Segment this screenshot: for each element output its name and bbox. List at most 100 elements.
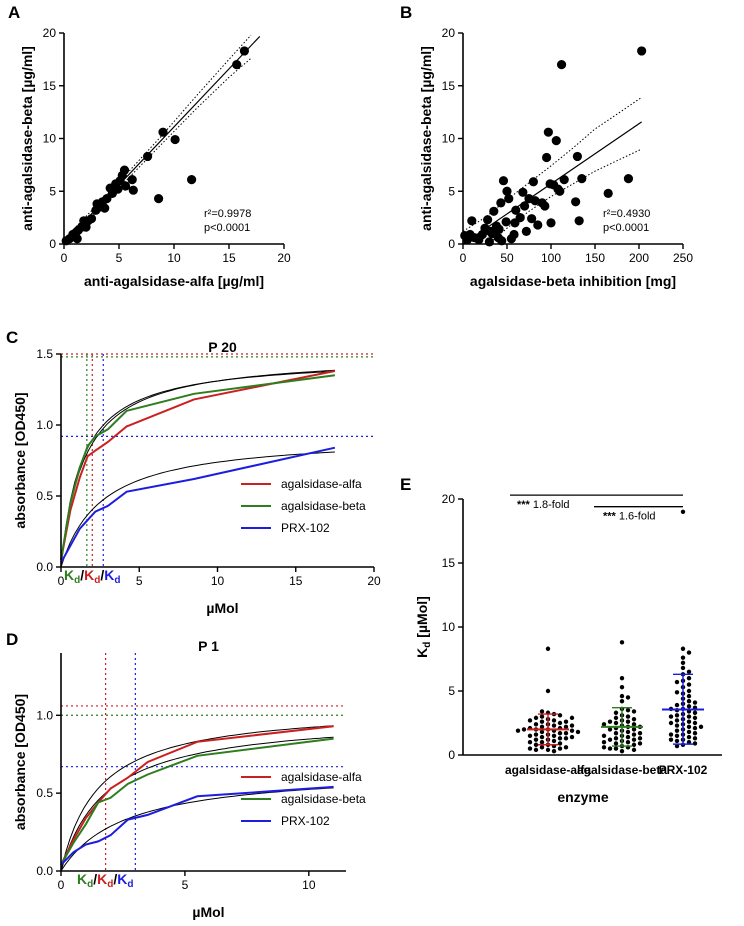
data-dot <box>637 741 643 746</box>
data-dot <box>668 732 674 737</box>
legend-label-PRX-102: PRX-102 <box>281 814 330 828</box>
data-dot <box>625 695 631 700</box>
data-dot <box>557 741 563 746</box>
fit-curve-fit-prx <box>60 451 335 568</box>
data-dot <box>619 676 625 681</box>
data-dot <box>539 714 545 719</box>
data-point <box>509 229 519 240</box>
x-tick-label: 0 <box>58 574 65 588</box>
data-point <box>572 151 583 162</box>
data-dot <box>674 728 680 733</box>
data-dot <box>637 731 643 736</box>
legend-label-agalsidase-beta: agalsidase-beta <box>281 499 366 513</box>
data-dot <box>607 737 613 742</box>
data-dot <box>613 746 619 751</box>
x-axis-title: anti-agalsidase-alfa [µg/ml] <box>84 273 264 289</box>
data-dot <box>692 720 698 726</box>
data-dot <box>551 748 557 754</box>
x-tick-label: 0 <box>61 251 68 265</box>
y-tick-label: 5 <box>448 184 455 198</box>
data-dot <box>686 693 692 699</box>
data-point <box>496 198 506 208</box>
panel-letter: A <box>8 3 20 22</box>
data-dot <box>569 723 575 728</box>
data-dot <box>557 720 563 726</box>
data-dot <box>569 734 575 740</box>
data-dot <box>631 716 637 722</box>
data-dot <box>539 709 545 714</box>
data-dot <box>533 742 539 747</box>
data-dot <box>515 728 521 733</box>
data-dot <box>631 747 637 753</box>
data-point <box>501 217 511 227</box>
data-dot <box>692 715 698 721</box>
y-axis-title: absorbance [OD450] <box>12 392 28 528</box>
data-dot <box>601 745 607 750</box>
data-point <box>559 175 569 185</box>
data-dot <box>619 684 625 690</box>
data-dot <box>680 646 686 651</box>
kd-label-k: K <box>117 871 127 887</box>
y-tick-label: 20 <box>43 26 57 40</box>
data-point <box>143 151 153 162</box>
data-point <box>113 184 123 194</box>
data-dot <box>686 699 692 704</box>
series-line-PRX-102 <box>60 446 336 564</box>
x-tick-label: 0 <box>58 878 65 892</box>
data-dot <box>601 722 607 727</box>
data-dot <box>674 743 680 749</box>
data-dot <box>680 509 686 514</box>
data-dot <box>533 732 539 737</box>
y-tick-label: 0 <box>448 748 455 762</box>
data-dot <box>619 748 625 754</box>
data-point <box>483 215 493 225</box>
data-point <box>556 60 567 70</box>
data-point <box>484 237 494 247</box>
significance-label: *** 1.6-fold <box>603 511 656 523</box>
data-dot <box>674 713 680 718</box>
y-tick-label: 10 <box>43 132 57 146</box>
kd-label-k: K <box>64 567 74 583</box>
kd-label-d: d <box>87 879 93 890</box>
y-tick-label: 10 <box>442 132 456 146</box>
kd-label-d: d <box>127 879 133 890</box>
data-dot <box>563 736 569 741</box>
data-dot <box>551 733 557 738</box>
y-title-sub: d <box>422 642 433 648</box>
x-tick-label: 5 <box>116 251 123 265</box>
data-dot <box>533 722 539 727</box>
plot-title: P 1 <box>198 638 219 654</box>
y-tick-label: 5 <box>49 184 56 198</box>
data-dot <box>668 714 674 719</box>
kd-label-d: d <box>94 575 100 586</box>
x-tick-label: 50 <box>500 251 514 265</box>
data-dot <box>680 660 686 666</box>
data-dot <box>674 690 680 695</box>
panel-letter: B <box>400 3 412 22</box>
data-point <box>86 214 97 224</box>
x-tick-label: 10 <box>302 878 316 892</box>
data-dot <box>692 725 698 731</box>
data-dot <box>619 699 625 704</box>
data-dot <box>619 640 625 645</box>
y-tick-label: 0 <box>448 237 455 251</box>
data-dot <box>692 736 698 741</box>
data-point <box>515 213 525 223</box>
y-tick-label: 15 <box>442 79 456 93</box>
y-tick-label: 20 <box>442 26 456 40</box>
data-point <box>121 181 131 191</box>
data-point <box>574 216 584 226</box>
data-point <box>527 214 537 224</box>
data-dot <box>631 732 637 737</box>
kd-label-sep: / <box>113 871 117 887</box>
data-dot <box>533 737 539 742</box>
data-dot <box>686 704 692 709</box>
fold-change-text: 1.8-fold <box>533 499 570 511</box>
y-tick-label: 0.5 <box>36 786 53 800</box>
y-tick-label: 5 <box>448 684 455 698</box>
data-point <box>170 134 180 145</box>
kd-label-d: d <box>74 575 80 586</box>
x-tick-label: 20 <box>367 574 381 588</box>
data-dot <box>668 720 674 726</box>
